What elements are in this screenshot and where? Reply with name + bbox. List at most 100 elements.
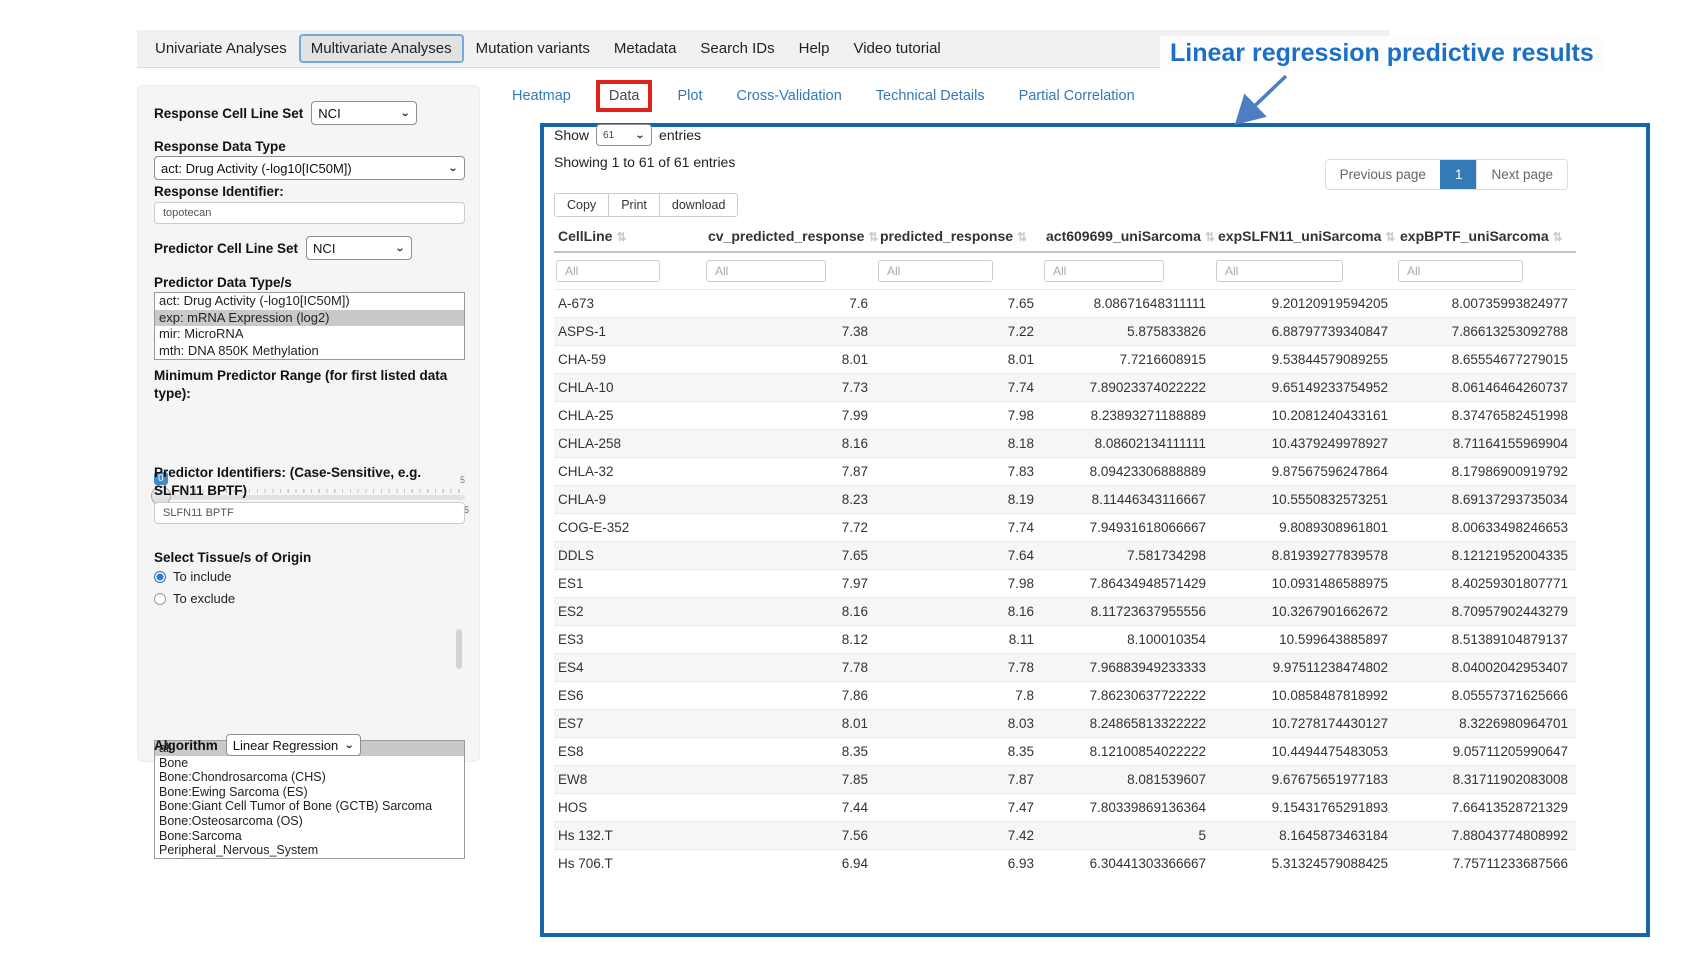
show-entries-row: Show 61 ⌄ entries — [554, 124, 701, 146]
algorithm-label: Algorithm — [154, 737, 218, 753]
cell-line-name: HOS — [554, 793, 704, 822]
radio-option[interactable]: To exclude — [154, 591, 465, 606]
response-identifier-input[interactable] — [154, 202, 465, 224]
column-header[interactable]: CellLine ⇅ — [554, 223, 704, 253]
page-number-button[interactable]: 1 — [1439, 160, 1477, 189]
table-row[interactable]: CHLA-10 7.73 7.74 7.89023374022222 9.651… — [554, 373, 1576, 402]
table-row[interactable]: COG-E-352 7.72 7.74 7.94931618066667 9.8… — [554, 513, 1576, 542]
column-header[interactable]: expSLFN11_uniSarcoma ⇅ — [1214, 223, 1396, 253]
column-header[interactable]: expBPTF_uniSarcoma ⇅ — [1396, 223, 1576, 253]
column-filter-input[interactable] — [878, 260, 994, 282]
results-table: CellLine ⇅ cv_predicted_response ⇅ predicted… — [554, 223, 1576, 877]
tissue-origin-label: Select Tissue/s of Origin — [154, 550, 312, 565]
cell-line-name: A-673 — [554, 289, 704, 318]
algorithm-select[interactable]: Linear Regression ⌄ — [225, 734, 362, 756]
cell-line-name: ES3 — [554, 625, 704, 654]
chevron-down-icon: ⌄ — [400, 107, 411, 119]
list-option[interactable]: Peripheral_Nervous_System — [159, 843, 319, 858]
results-tab[interactable]: Technical Details — [875, 88, 985, 104]
table-row[interactable]: ES2 8.16 8.16 8.11723637955556 10.326790… — [554, 597, 1576, 626]
sort-icon[interactable]: ⇅ — [1204, 230, 1215, 244]
sort-icon[interactable]: ⇅ — [1385, 230, 1396, 244]
slider-value-badge: 0 — [154, 472, 168, 485]
sort-icon[interactable]: ⇅ — [1017, 230, 1028, 244]
nav-item[interactable]: Univariate Analyses — [155, 40, 287, 57]
radio-option[interactable]: To include — [154, 569, 465, 584]
nav-item[interactable]: Video tutorial — [853, 40, 941, 57]
table-row[interactable]: CHA-59 8.01 8.01 7.7216608915 9.53844579… — [554, 345, 1576, 374]
results-tab[interactable]: Cross-Validation — [736, 88, 842, 104]
nav-item[interactable]: Search IDs — [700, 40, 775, 57]
list-option[interactable]: exp: mRNA Expression (log2) — [155, 309, 464, 326]
table-row[interactable]: ES1 7.97 7.98 7.86434948571429 10.093148… — [554, 569, 1576, 598]
list-option[interactable]: act: Drug Activity (-log10[IC50M]) — [159, 293, 350, 308]
print-button[interactable]: Print — [608, 193, 660, 217]
nav-item[interactable]: Help — [798, 40, 830, 57]
column-filter-input[interactable] — [556, 260, 660, 282]
download-button[interactable]: download — [658, 193, 739, 217]
cell-line-name: ES4 — [554, 653, 704, 682]
table-row[interactable]: Hs 132.T 7.56 7.42 5 8.1645873463184 7.8… — [554, 821, 1576, 850]
table-row[interactable]: ES8 8.35 8.35 8.12100854022222 10.449447… — [554, 737, 1576, 766]
table-row[interactable]: ASPS-1 7.38 7.22 5.875833826 6.887977393… — [554, 317, 1576, 346]
table-row[interactable]: ES3 8.12 8.11 8.100010354 10.59964388589… — [554, 625, 1576, 654]
table-row[interactable]: ES6 7.86 7.8 7.86230637722222 10.0858487… — [554, 681, 1576, 710]
table-row[interactable]: EW8 7.85 7.87 8.081539607 9.676756519771… — [554, 765, 1576, 794]
list-option[interactable]: Bone:Ewing Sarcoma (ES) — [159, 784, 308, 799]
chevron-down-icon: ⌄ — [634, 129, 646, 141]
list-option[interactable]: Bone:Giant Cell Tumor of Bone (GCTB) Sar… — [159, 799, 433, 814]
listbox-scrollbar[interactable] — [456, 629, 462, 669]
list-option[interactable]: Bone:Osteosarcoma (OS) — [159, 813, 303, 828]
column-header[interactable]: cv_predicted_response ⇅ — [704, 223, 879, 253]
table-row[interactable]: HOS 7.44 7.47 7.80339869136364 9.1543176… — [554, 793, 1576, 822]
tissue-listbox[interactable]: all Bone Bone:Chondrosarcoma (CHS) Bone:Ewi… — [154, 740, 465, 859]
list-option[interactable]: Bone — [159, 755, 189, 770]
entries-count-select[interactable]: 61 ⌄ — [596, 124, 653, 146]
column-filter-input[interactable] — [1398, 260, 1524, 282]
list-option[interactable]: Bone:Sarcoma — [159, 828, 242, 843]
response-data-type-select[interactable]: act: Drug Activity (-log10[IC50M]) ⌄ — [154, 156, 465, 180]
predictor-identifiers-input[interactable] — [154, 502, 465, 524]
list-option[interactable]: mir: MicroRNA — [159, 326, 244, 341]
results-tab[interactable]: Plot — [677, 88, 703, 104]
table-row[interactable]: CHLA-258 8.16 8.18 8.08602134111111 10.4… — [554, 429, 1576, 458]
slider-track[interactable] — [154, 495, 465, 500]
next-page-button[interactable]: Next page — [1476, 160, 1567, 189]
cell-line-name: ES1 — [554, 569, 704, 598]
table-row[interactable]: CHLA-25 7.99 7.98 8.23893271188889 10.20… — [554, 401, 1576, 430]
nav-item[interactable]: Multivariate Analyses — [298, 34, 464, 63]
predictor-data-types-listbox[interactable]: act: Drug Activity (-log10[IC50M]) exp: m… — [154, 292, 465, 360]
cell-line-name: ES8 — [554, 737, 704, 766]
sort-icon[interactable]: ⇅ — [616, 230, 627, 244]
column-filter-input[interactable] — [1044, 260, 1164, 282]
list-option[interactable]: Bone:Chondrosarcoma (CHS) — [159, 770, 326, 785]
table-row[interactable]: Hs 706.T 6.94 6.93 6.30441303366667 5.31… — [554, 849, 1576, 877]
table-row[interactable]: CHLA-32 7.87 7.83 8.09423306888889 9.875… — [554, 457, 1576, 486]
sort-icon[interactable]: ⇅ — [868, 230, 879, 244]
column-filter-row — [554, 252, 1576, 290]
table-row[interactable]: ES4 7.78 7.78 7.96883949233333 9.9751123… — [554, 653, 1576, 682]
sort-icon[interactable]: ⇅ — [1552, 230, 1563, 244]
table-row[interactable]: DDLS 7.65 7.64 7.581734298 8.81939277839… — [554, 541, 1576, 570]
nav-item[interactable]: Metadata — [613, 40, 677, 57]
cell-line-name: ES7 — [554, 709, 704, 738]
column-filter-input[interactable] — [706, 260, 826, 282]
table-row[interactable]: A-673 7.6 7.65 8.08671648311111 9.201209… — [554, 289, 1576, 318]
results-tab[interactable]: Heatmap — [512, 88, 571, 104]
response-cell-line-set-label: Response Cell Line Set — [154, 105, 304, 121]
results-tab[interactable]: Data — [595, 80, 653, 112]
nav-item[interactable]: Mutation variants — [475, 40, 590, 57]
table-row[interactable]: CHLA-9 8.23 8.19 8.11446343116667 10.555… — [554, 485, 1576, 514]
column-filter-input[interactable] — [1216, 260, 1343, 282]
column-header[interactable]: predicted_response ⇅ — [876, 223, 1042, 253]
column-header[interactable]: act609699_uniSarcoma ⇅ — [1042, 223, 1215, 253]
table-row[interactable]: ES7 8.01 8.03 8.24865813322222 10.727817… — [554, 709, 1576, 738]
results-tab[interactable]: Partial Correlation — [1018, 88, 1135, 104]
list-option[interactable]: mth: DNA 850K Methylation — [159, 342, 319, 358]
copy-button[interactable]: Copy — [554, 193, 610, 217]
previous-page-button[interactable]: Previous page — [1339, 167, 1426, 182]
cell-line-name: EW8 — [554, 765, 704, 794]
table-header-row: CellLine ⇅ cv_predicted_response ⇅ predicted… — [554, 223, 1576, 253]
predictor-cell-line-set-select[interactable]: NCI ⌄ — [306, 236, 413, 260]
response-cell-line-set-select[interactable]: NCI ⌄ — [311, 101, 418, 125]
